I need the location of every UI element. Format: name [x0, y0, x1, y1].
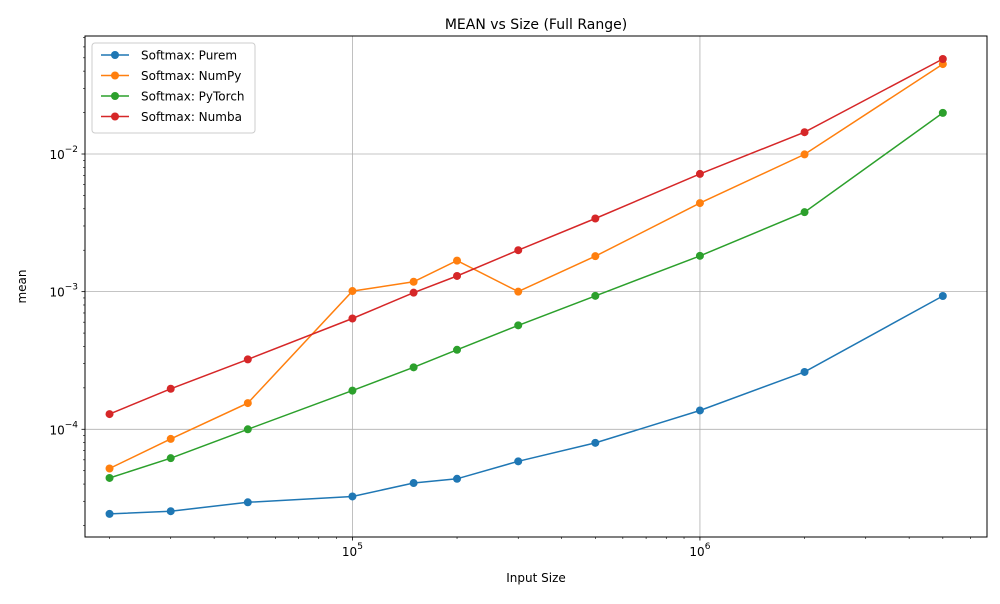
data-point: [800, 128, 809, 137]
series-numba: [105, 55, 947, 419]
data-point: [409, 479, 418, 488]
data-point: [105, 509, 114, 518]
data-point: [409, 288, 418, 297]
data-point: [166, 384, 175, 393]
data-point: [105, 473, 114, 482]
data-point: [243, 355, 252, 364]
y-axis-label: mean: [15, 269, 29, 303]
legend-swatch-marker: [111, 51, 119, 59]
data-point: [243, 399, 252, 408]
legend-box: [91, 42, 256, 134]
data-point: [409, 277, 418, 286]
data-point: [591, 214, 600, 223]
data-point: [453, 256, 462, 265]
series-numpy: [105, 60, 947, 473]
series-pytorch: [105, 108, 947, 482]
legend-label: Softmax: PyTorch: [141, 90, 245, 104]
data-point: [800, 150, 809, 159]
data-point: [166, 434, 175, 443]
x-axis-label: Input Size: [506, 571, 566, 585]
series-purem: [105, 291, 947, 518]
data-point: [695, 406, 704, 415]
chart-title: MEAN vs Size (Full Range): [445, 17, 627, 33]
legend-item-numpy: Softmax: NumPy: [101, 69, 241, 83]
data-point: [695, 199, 704, 208]
data-point: [800, 367, 809, 376]
data-point: [453, 345, 462, 354]
y-tick-label: 10−3: [49, 283, 78, 300]
legend-swatch-marker: [111, 112, 119, 121]
x-tick-label: 105: [342, 542, 363, 559]
data-point: [591, 252, 600, 261]
data-point: [591, 438, 600, 447]
data-point: [453, 474, 462, 483]
data-point: [938, 55, 947, 64]
legend-label: Softmax: NumPy: [141, 69, 241, 83]
y-tick-label: 10−4: [49, 420, 78, 437]
y-tick-label: 10−2: [49, 145, 78, 162]
legend-swatch-marker: [111, 92, 119, 100]
data-point: [514, 457, 523, 466]
data-point: [166, 507, 175, 516]
data-point: [243, 425, 252, 434]
data-point: [409, 363, 418, 372]
data-point: [514, 321, 523, 330]
data-point: [348, 492, 357, 501]
data-point: [348, 287, 357, 296]
x-tick-label: 106: [689, 542, 710, 559]
data-point: [105, 410, 114, 419]
data-point: [243, 498, 252, 507]
legend-label: Softmax: Numba: [141, 110, 242, 124]
data-point: [514, 287, 523, 296]
data-point: [591, 291, 600, 300]
legend-item-pytorch: Softmax: PyTorch: [101, 90, 245, 104]
data-point: [938, 291, 947, 300]
legend-item-numba: Softmax: Numba: [101, 110, 242, 124]
data-point: [105, 464, 114, 473]
data-point: [348, 314, 357, 323]
data-point: [695, 251, 704, 260]
data-point: [938, 108, 947, 117]
data-point: [453, 271, 462, 280]
data-point: [800, 208, 809, 217]
legend: Softmax: Purem Softmax: NumPy Softmax: PyT…: [91, 42, 256, 134]
legend-label: Softmax: Purem: [141, 49, 237, 63]
plot-frame: [84, 35, 988, 538]
data-point: [166, 454, 175, 463]
data-point: [348, 386, 357, 395]
legend-swatch-marker: [111, 71, 119, 80]
data-point: [514, 246, 523, 255]
legend-item-purem: Softmax: Purem: [101, 49, 237, 63]
data-point: [695, 169, 704, 178]
